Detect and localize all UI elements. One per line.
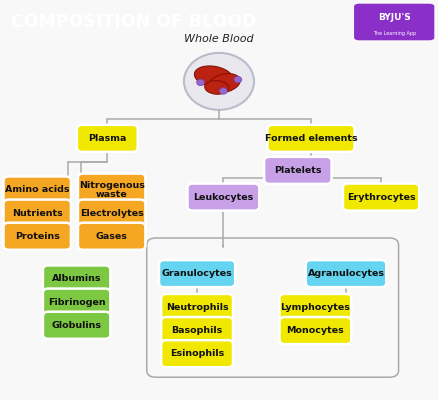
Ellipse shape: [208, 74, 240, 93]
Text: Erythrocytes: Erythrocytes: [347, 192, 415, 202]
Text: Formed elements: Formed elements: [265, 134, 357, 143]
FancyBboxPatch shape: [267, 125, 354, 152]
FancyBboxPatch shape: [161, 340, 233, 367]
FancyBboxPatch shape: [43, 288, 110, 316]
FancyBboxPatch shape: [279, 317, 351, 344]
FancyBboxPatch shape: [4, 200, 71, 227]
Text: Gases: Gases: [96, 232, 127, 241]
Text: Whole Blood: Whole Blood: [184, 34, 254, 44]
Text: Fibrinogen: Fibrinogen: [48, 298, 106, 306]
Text: COMPOSITION OF BLOOD: COMPOSITION OF BLOOD: [11, 13, 256, 31]
Ellipse shape: [194, 66, 233, 88]
Circle shape: [219, 88, 227, 94]
Circle shape: [234, 76, 242, 83]
FancyBboxPatch shape: [161, 317, 233, 344]
Ellipse shape: [205, 81, 229, 94]
FancyBboxPatch shape: [78, 223, 145, 250]
Text: Nutrients: Nutrients: [12, 209, 63, 218]
Text: Electrolytes: Electrolytes: [80, 209, 144, 218]
Text: Globulins: Globulins: [52, 321, 102, 330]
Text: Granulocytes: Granulocytes: [162, 269, 233, 278]
FancyBboxPatch shape: [161, 294, 233, 321]
Text: BYJU'S: BYJU'S: [378, 13, 410, 22]
FancyBboxPatch shape: [343, 184, 419, 211]
Text: Monocytes: Monocytes: [286, 326, 344, 335]
FancyBboxPatch shape: [4, 176, 71, 204]
Circle shape: [197, 79, 205, 86]
FancyBboxPatch shape: [4, 223, 71, 250]
FancyBboxPatch shape: [78, 174, 145, 206]
FancyBboxPatch shape: [43, 266, 110, 292]
Text: The Learning App: The Learning App: [373, 30, 416, 36]
Text: Basophils: Basophils: [171, 326, 223, 335]
Text: Amino acids: Amino acids: [5, 186, 70, 194]
Text: Esinophils: Esinophils: [170, 349, 224, 358]
Text: Proteins: Proteins: [15, 232, 60, 241]
Text: Albumins: Albumins: [52, 274, 102, 284]
FancyBboxPatch shape: [279, 294, 351, 321]
Text: Leukocytes: Leukocytes: [193, 192, 254, 202]
Text: Platelets: Platelets: [274, 166, 321, 175]
Text: Nitrogenous
waste: Nitrogenous waste: [79, 181, 145, 199]
FancyBboxPatch shape: [264, 157, 332, 184]
Text: Agranulocytes: Agranulocytes: [307, 269, 385, 278]
Circle shape: [184, 53, 254, 110]
Text: Plasma: Plasma: [88, 134, 127, 143]
FancyBboxPatch shape: [355, 4, 434, 40]
FancyBboxPatch shape: [159, 260, 235, 287]
Text: Neutrophils: Neutrophils: [166, 303, 228, 312]
FancyBboxPatch shape: [43, 312, 110, 339]
FancyBboxPatch shape: [306, 260, 386, 287]
FancyBboxPatch shape: [78, 200, 145, 227]
FancyBboxPatch shape: [77, 125, 138, 152]
FancyBboxPatch shape: [187, 184, 259, 211]
Text: Lymphocytes: Lymphocytes: [280, 303, 350, 312]
